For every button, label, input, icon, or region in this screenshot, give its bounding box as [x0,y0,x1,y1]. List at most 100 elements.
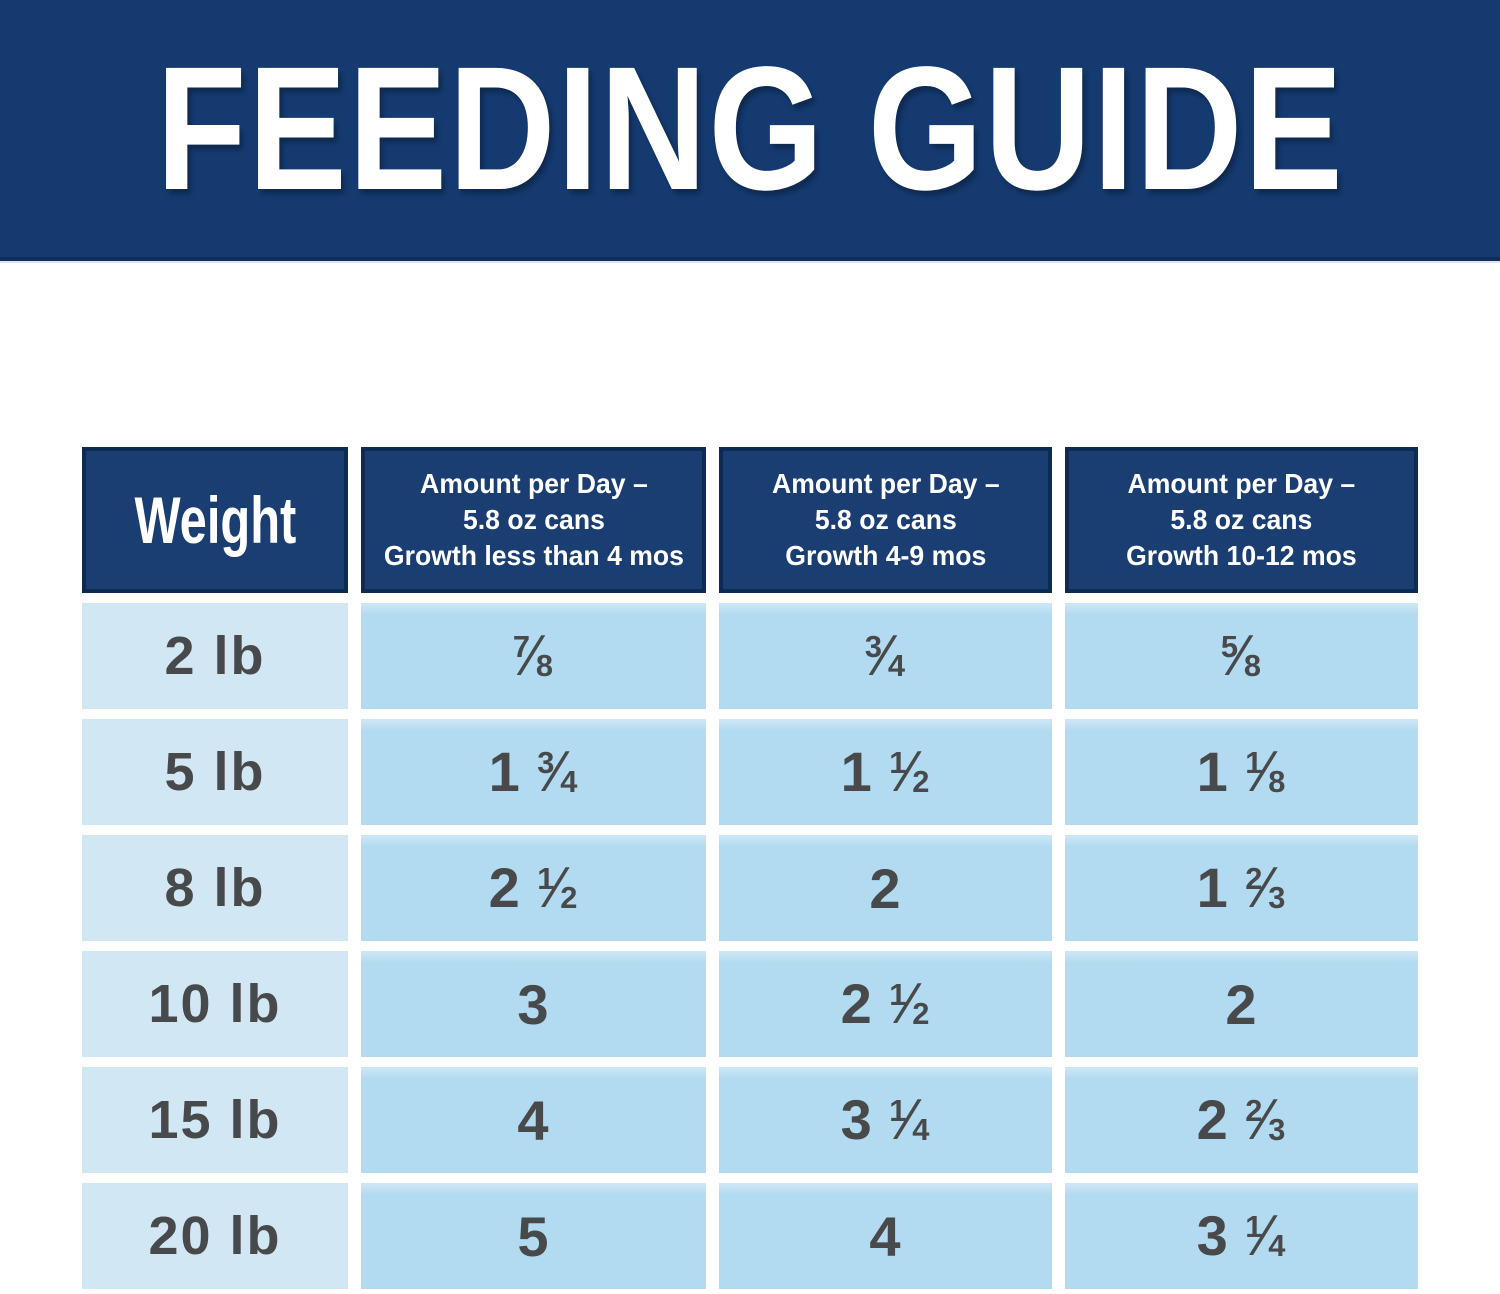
value-cell: 1 1⁄2 [719,719,1052,825]
amount-value: 4 [869,1204,902,1268]
amount-value: 1 1⁄8 [1197,739,1287,805]
fraction-numerator: 5 [1220,629,1240,665]
column-header-line: 5.8 oz cans [1170,504,1313,535]
value-cell: 1 2⁄3 [1065,835,1418,941]
value-cell: 4 [361,1067,706,1173]
fraction-slash: ⁄ [1260,740,1272,804]
column-header-line: Growth 10-12 mos [1126,540,1357,571]
fraction-slash: ⁄ [552,740,564,804]
value-cell: 2 1⁄2 [361,835,706,941]
amount-value: 2 [869,856,902,920]
weight-label: 10 lb [148,974,282,1034]
fraction-denominator: 2 [912,996,931,1032]
weight-label: 2 lb [164,626,266,686]
column-header-line: Growth 4-9 mos [784,540,986,571]
column-header-weight: Weight [82,447,348,593]
value-cell: 3⁄4 [719,603,1052,709]
amount-value: 3 [517,972,550,1036]
whole-number: 3 [840,1088,890,1151]
fraction-denominator: 2 [912,764,931,800]
weight-label: 8 lb [164,858,266,918]
amount-value: 2 1⁄2 [489,855,579,921]
value-cell: 3 1⁄4 [1065,1183,1418,1289]
fraction-denominator: 3 [1268,880,1287,916]
fraction-numerator: 3 [864,629,884,665]
value-cell: 2 [719,835,1052,941]
fraction-denominator: 2 [560,880,579,916]
amount-value: 1 2⁄3 [1197,855,1287,921]
weight-cell: 10 lb [82,951,348,1057]
title-banner: FEEDING GUIDE [0,0,1500,261]
whole-number: 2 [1196,1088,1246,1151]
whole-number: 1 [840,740,890,803]
column-header-line: 5.8 oz cans [814,504,957,535]
fraction-slash: ⁄ [1260,1088,1272,1152]
column-header-line: 5.8 oz cans [462,504,605,535]
feeding-guide-table: Weight Amount per Day – 5.8 oz cans Growth … [82,447,1418,1289]
column-header-line: Amount per Day – [1127,468,1356,499]
fraction-numerator: 1 [889,745,908,781]
weight-cell: 8 lb [82,835,348,941]
whole-number: 3 [1196,1204,1246,1267]
column-header-growth-10-12-mos: Amount per Day – 5.8 oz cans Growth 10-12 … [1065,447,1418,593]
fraction-numerator: 1 [889,1093,908,1129]
fraction-numerator: 2 [1245,1093,1264,1129]
amount-value: 1 1⁄2 [841,739,931,805]
amount-value: 5 [517,1204,550,1268]
fraction-numerator: 7 [512,629,532,665]
fraction-numerator: 1 [537,861,556,897]
amount-value: 7⁄8 [513,623,554,689]
fraction-denominator: 8 [535,648,555,684]
column-header-line: Weight [134,483,296,557]
whole-number: 2 [488,856,538,919]
amount-value: 4 [517,1088,550,1152]
fraction-slash: ⁄ [1236,624,1247,688]
fraction-slash: ⁄ [904,972,916,1036]
column-header-text: Weight [134,487,296,553]
value-cell: 2 [1065,951,1418,1057]
weight-label: 15 lb [148,1090,282,1150]
whole-number: 1 [488,740,538,803]
fraction-denominator: 8 [1268,764,1287,800]
fraction-slash: ⁄ [904,1088,916,1152]
weight-cell: 2 lb [82,603,348,709]
fraction-denominator: 8 [1243,648,1263,684]
fraction-slash: ⁄ [1260,856,1272,920]
fraction-numerator: 2 [1245,861,1264,897]
fraction-slash: ⁄ [552,856,564,920]
fraction-numerator: 3 [537,745,556,781]
fraction-denominator: 3 [1268,1112,1287,1148]
fraction-denominator: 4 [887,648,907,684]
column-header-text: Amount per Day – 5.8 oz cans Growth less t… [383,466,683,574]
amount-value: 1 3⁄4 [489,739,579,805]
amount-value: 3⁄4 [865,623,906,689]
fraction-slash: ⁄ [904,740,916,804]
fraction-denominator: 4 [560,764,579,800]
weight-label: 5 lb [164,742,266,802]
column-header-text: Amount per Day – 5.8 oz cans Growth 10-12 … [1126,466,1357,574]
value-cell: 5⁄8 [1065,603,1418,709]
value-cell: 3 1⁄4 [719,1067,1052,1173]
fraction-slash: ⁄ [1260,1204,1272,1268]
value-cell: 5 [361,1183,706,1289]
value-cell: 1 1⁄8 [1065,719,1418,825]
value-cell: 2 2⁄3 [1065,1067,1418,1173]
column-header-line: Growth less than 4 mos [383,540,684,571]
fraction-denominator: 4 [912,1112,931,1148]
weight-cell: 15 lb [82,1067,348,1173]
fraction-denominator: 4 [1268,1228,1287,1264]
value-cell: 2 1⁄2 [719,951,1052,1057]
page-title: FEEDING GUIDE [155,30,1345,227]
fraction-numerator: 1 [1245,1209,1264,1245]
whole-number: 2 [840,972,890,1035]
whole-number: 1 [1196,856,1246,919]
weight-cell: 5 lb [82,719,348,825]
fraction-numerator: 1 [889,977,908,1013]
whole-number: 1 [1196,740,1246,803]
amount-value: 2 [1225,972,1258,1036]
value-cell: 1 3⁄4 [361,719,706,825]
column-header-text: Amount per Day – 5.8 oz cans Growth 4-9 mo… [772,466,1000,574]
amount-value: 3 1⁄4 [1197,1203,1287,1269]
column-header-line: Amount per Day – [771,468,1000,499]
amount-value: 3 1⁄4 [841,1087,931,1153]
